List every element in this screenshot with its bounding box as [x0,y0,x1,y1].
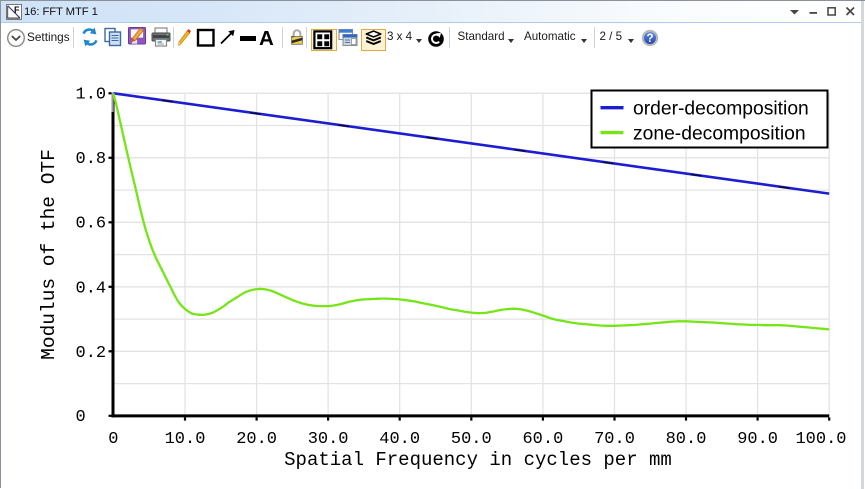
svg-text:1.0: 1.0 [76,86,107,105]
svg-text:50.0: 50.0 [451,430,492,449]
svg-text:100.0: 100.0 [795,430,846,449]
svg-text:0.4: 0.4 [76,279,107,298]
svg-text:?: ? [646,33,653,45]
svg-text:0.8: 0.8 [76,150,107,169]
svg-text:30.0: 30.0 [308,430,349,449]
svg-text:0: 0 [76,408,86,427]
svg-text:40.0: 40.0 [379,430,420,449]
svg-text:order-decomposition: order-decomposition [633,99,809,120]
svg-text:90.0: 90.0 [737,430,778,449]
svg-text:0.2: 0.2 [76,344,107,363]
svg-text:Modulus of the OTF: Modulus of the OTF [38,149,60,360]
svg-text:80.0: 80.0 [666,430,707,449]
svg-text:0.6: 0.6 [76,215,107,234]
svg-text:70.0: 70.0 [594,430,635,449]
svg-text:10.0: 10.0 [165,430,206,449]
svg-text:zone-decomposition: zone-decomposition [633,124,806,145]
svg-text:60.0: 60.0 [522,430,563,449]
svg-text:20.0: 20.0 [236,430,277,449]
svg-text:F: F [14,5,20,15]
svg-text:Spatial Frequency in cycles pe: Spatial Frequency in cycles per mm [284,449,672,471]
svg-text:0: 0 [108,430,118,449]
